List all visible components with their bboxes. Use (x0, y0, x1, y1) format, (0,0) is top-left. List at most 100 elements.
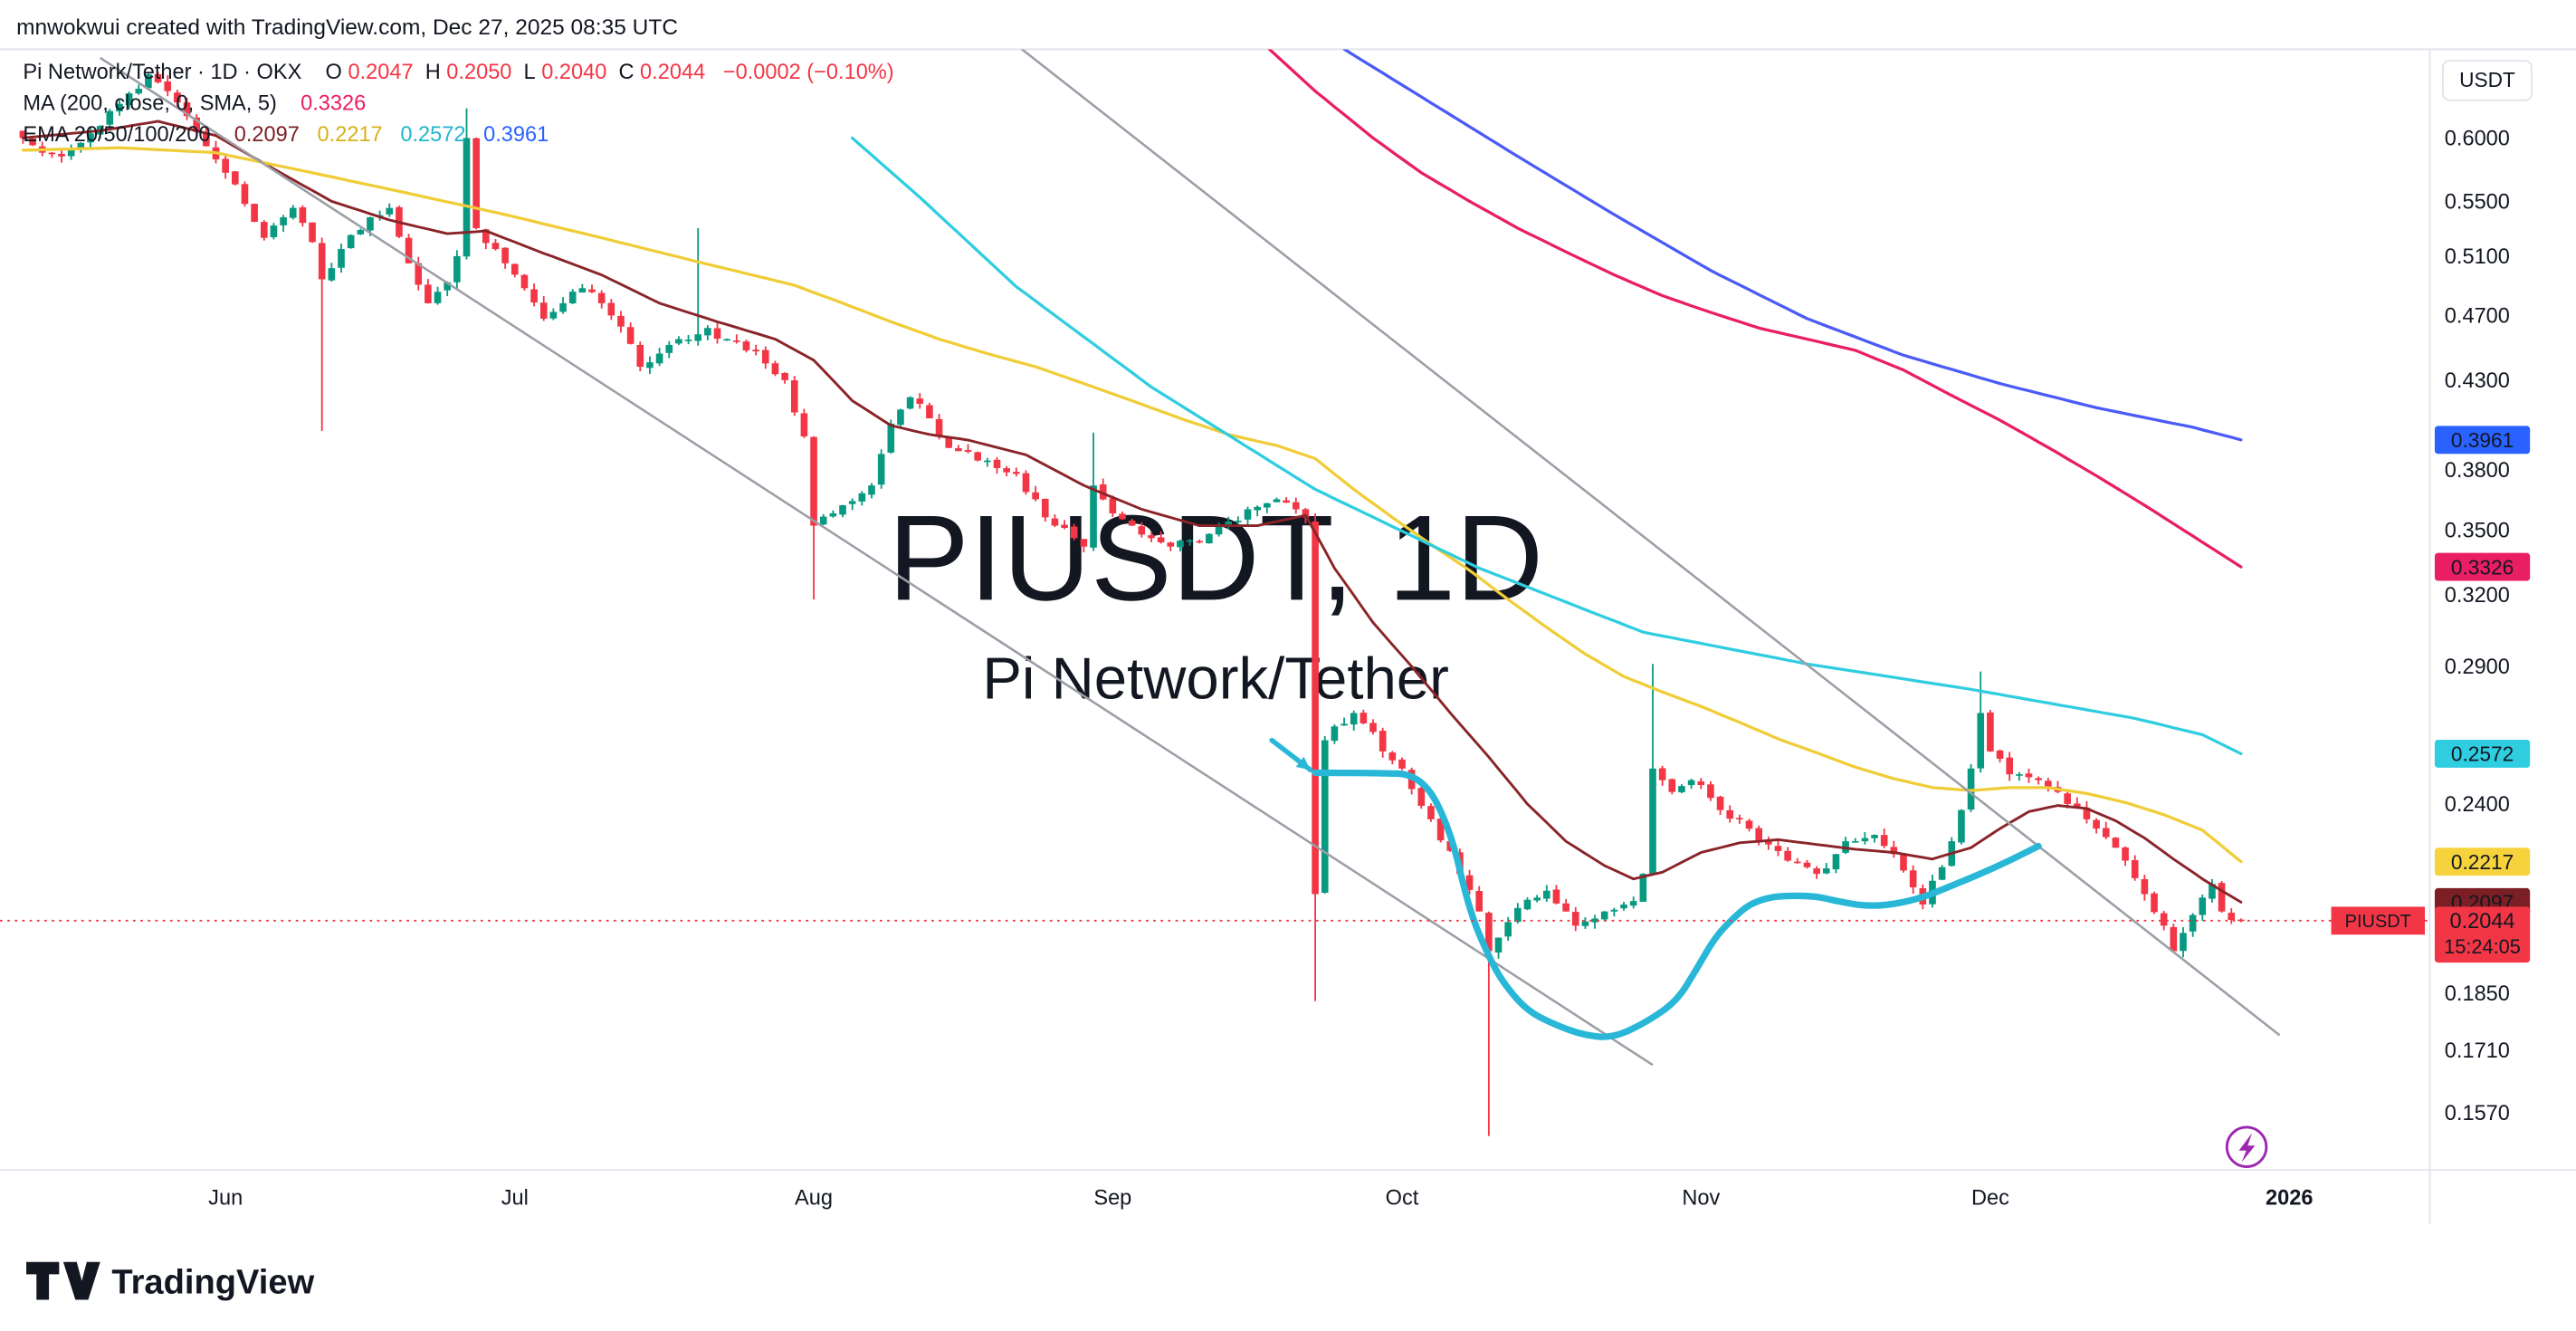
freehand-curve[interactable] (1312, 769, 2042, 1040)
currency-toggle[interactable]: USDT (2442, 60, 2533, 101)
time-axis-label: Sep (1093, 1185, 1131, 1209)
legend-ema-row[interactable]: EMA 20/50/100/200 0.2097 0.2217 0.2572 0… (23, 122, 549, 146)
candle-body-up (357, 229, 365, 235)
candle-body-down (1283, 500, 1290, 503)
chart-pane[interactable] (0, 0, 2430, 1136)
legend-low-label: L (524, 60, 536, 83)
candle-body-up (868, 485, 875, 495)
candle-body-down (1716, 796, 1724, 810)
trendline[interactable] (100, 56, 1654, 1067)
candle-body-down (1765, 840, 1772, 845)
candle-body-down (510, 263, 519, 275)
footer-brand-text: TradingView (111, 1263, 314, 1301)
candle-body-down (1571, 912, 1579, 926)
candle-body-down (405, 237, 413, 263)
candle-body-up (1629, 901, 1637, 906)
indicator-price-badge-label: 0.3326 (2451, 555, 2514, 579)
candle-body-up (1186, 540, 1194, 542)
moving-average-lines (21, 0, 2281, 1067)
candle-body-down (964, 450, 972, 452)
time-axis-label: Dec (1971, 1185, 2009, 1209)
candle-body-down (1041, 498, 1049, 518)
candle-body-down (1022, 473, 1030, 493)
candle-body-down (781, 372, 788, 380)
candle-body-down (299, 207, 307, 224)
candle-body-up (116, 103, 123, 112)
candle-body-down (231, 171, 239, 185)
candle-body-down (1697, 780, 1705, 786)
candle-body-up (694, 334, 702, 341)
candle-body-down (222, 158, 229, 173)
candle-body-up (1832, 854, 1840, 870)
candle-body-up (2016, 774, 2023, 776)
candle-body-down (2093, 819, 2100, 829)
candle-body-down (1061, 524, 1068, 529)
candle-body-down (607, 302, 615, 316)
legend-main-row[interactable]: Pi Network/Tether · 1D · OKX O 0.2047 H … (23, 60, 893, 83)
time-scale[interactable]: Jun Jul Aug Sep Oct Nov Dec 2026 (208, 1185, 2313, 1209)
candle-body-up (77, 142, 85, 148)
candle-body-up (2189, 914, 2197, 932)
trendline[interactable] (959, 0, 2281, 1037)
candle-body-up (549, 311, 558, 319)
legend-ma-row[interactable]: MA (200, close, 0, SMA, 5) 0.3326 (23, 91, 366, 115)
candle-body-down (1755, 828, 1763, 841)
candle-body-down (1360, 713, 1368, 723)
candle-body-up (135, 89, 143, 94)
candle-body-up (270, 225, 278, 237)
candle-body-down (2025, 773, 2033, 778)
candle-body-up (1851, 841, 1859, 843)
symbol-price-tag-label: PIUSDT (2345, 912, 2411, 932)
candle-body-down (1388, 752, 1397, 761)
price-scale[interactable]: USDT 0.6000 0.5500 0.5100 0.4700 0.4300 0.380… (2331, 60, 2533, 1125)
candle-body-down (1167, 542, 1175, 547)
time-axis-label: Nov (1682, 1185, 1720, 1209)
candle-body-up (858, 493, 866, 502)
candle-body-down (1909, 870, 1917, 887)
candle-body-down (48, 152, 56, 155)
candle-body-up (887, 423, 895, 453)
candle-body-down (1196, 541, 1204, 543)
tradingview-logo[interactable]: TradingView (26, 1261, 315, 1301)
candle-body-up (1581, 921, 1589, 926)
candle-body-down (1736, 818, 1743, 819)
price-tick-label: 0.2400 (2445, 792, 2510, 816)
price-tick-label: 0.6000 (2445, 127, 2510, 150)
legend-change-value: −0.0002 (−0.10%) (723, 60, 894, 83)
candle-body-down (1485, 913, 1493, 952)
candle-body-up (1967, 768, 1975, 810)
candle-body-down (2141, 878, 2149, 895)
candle-body-down (1119, 513, 1126, 520)
candle-body-down (501, 247, 509, 263)
candle-body-down (993, 459, 1001, 468)
candle-body-up (1206, 533, 1213, 544)
candle-body-up (1350, 713, 1358, 725)
currency-button[interactable] (2442, 60, 2533, 101)
candle-body-down (1658, 768, 1666, 780)
candle-body-up (1225, 521, 1233, 525)
candle-body-up (67, 148, 75, 157)
candle-body-up (87, 133, 94, 143)
indicator-price-badge-label: 0.2572 (2451, 742, 2514, 766)
candle-body-up (1244, 509, 1252, 520)
candle-body-down (1726, 809, 1734, 819)
price-tick-label: 0.1710 (2445, 1039, 2510, 1062)
symbol-price-tag (2331, 906, 2426, 935)
candle-body-up (578, 288, 587, 293)
candle-body-up (1090, 485, 1097, 548)
candle-body-down (472, 138, 480, 229)
candle-body-up (1264, 503, 1271, 508)
candle-body-up (280, 216, 287, 225)
quick-trade-button[interactable] (2225, 1125, 2268, 1168)
candle-body-down (916, 398, 924, 404)
candle-body-up (1340, 723, 1348, 726)
candle-body-down (174, 92, 181, 103)
candle-body-up (829, 512, 837, 517)
freehand-drawing-layer[interactable] (1269, 737, 2042, 1040)
candle-body-down (742, 341, 750, 350)
candle-body-down (1475, 891, 1484, 912)
time-axis-label: Jul (501, 1185, 529, 1209)
candle-body-down (1900, 855, 1907, 871)
candle-body-up (1610, 909, 1618, 912)
